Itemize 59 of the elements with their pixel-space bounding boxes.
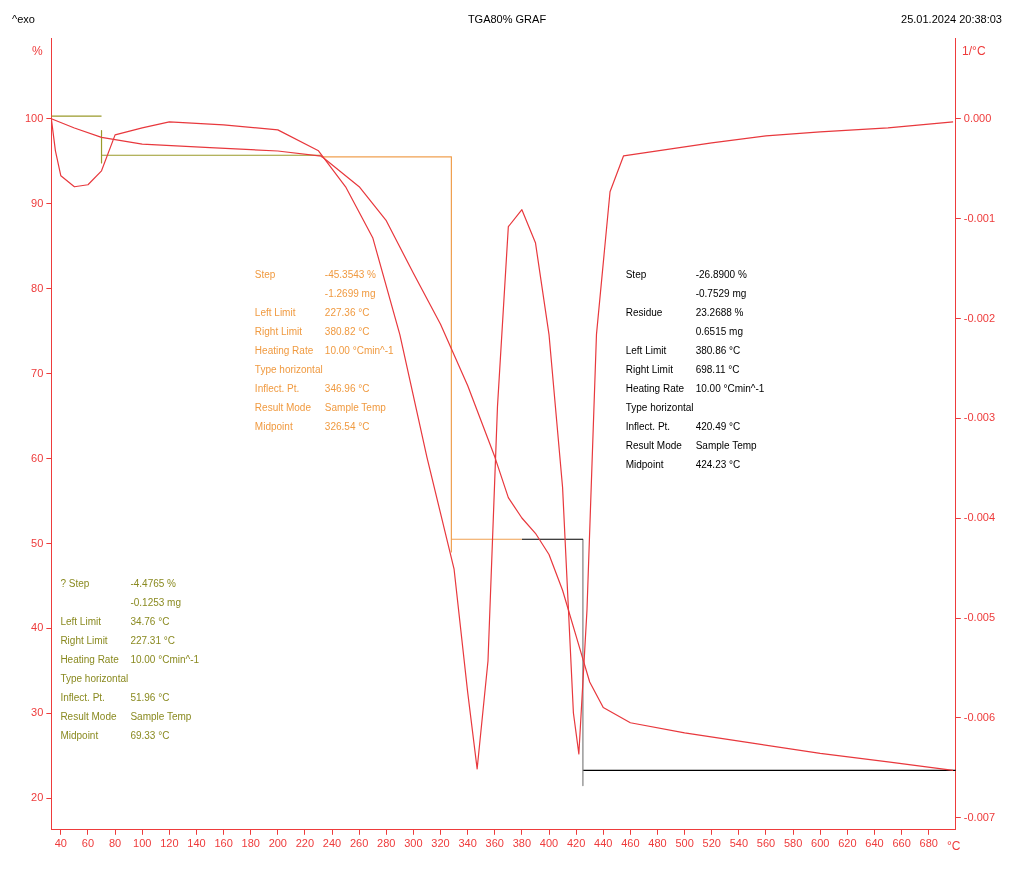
x-tick-label: 480: [648, 837, 667, 850]
y2-tick-label: -0.001: [963, 211, 996, 224]
text: 25.01.2024 20:38:03: [901, 13, 1002, 26]
y-tick-label: 80: [31, 281, 44, 294]
y-tick-label: 50: [31, 536, 44, 549]
x-tick-label: 360: [485, 837, 504, 850]
x-tick-label: 400: [539, 837, 559, 850]
x-tick-label: 460: [621, 837, 640, 850]
y-axis-title: %: [32, 44, 44, 59]
y2-tick-label: -0.003: [963, 411, 996, 424]
x-tick-label: 440: [594, 837, 613, 850]
x-tick-label: 180: [241, 837, 260, 850]
x-tick-label: 640: [865, 837, 884, 850]
x-tick-label: 680: [919, 837, 938, 850]
y-tick-label: 30: [31, 706, 44, 719]
x-tick-label: 540: [729, 837, 749, 850]
text: ^exo: [12, 13, 35, 26]
x-tick-label: 60: [81, 837, 95, 850]
y2-tick-label: 0.000: [963, 111, 992, 124]
x-tick-label: 40: [54, 837, 67, 850]
text: ? Step -4.4765 % -0.1253 mg Left Limit 34.76 °C Right Limit 227.31 °C Heating Rate 10.00 °Cmin^-1 Type horizontal Inflect. Pt. 51.96 °C Result Mode Sample Temp Midpoint 69.33 °C: [60, 578, 200, 742]
x-tick-label: 200: [268, 837, 287, 850]
x-tick-label: 620: [838, 837, 857, 850]
x-tick-label: 80: [108, 837, 122, 850]
y2-tick-label: -0.004: [963, 511, 996, 524]
x-tick-label: 220: [295, 837, 315, 850]
x-tick-label: 660: [892, 837, 911, 850]
x-tick-label: 560: [756, 837, 776, 850]
x-tick-label: 420: [566, 837, 586, 850]
x-tick-label: 600: [811, 837, 830, 850]
x-tick-label: 340: [458, 837, 477, 850]
x-tick-label: 320: [431, 837, 450, 850]
y-tick-label: 20: [31, 791, 44, 804]
x-tick-label: 120: [160, 837, 179, 850]
y-tick-label: 70: [31, 366, 44, 379]
x-tick-label: 260: [349, 837, 369, 850]
x-tick-label: 160: [214, 837, 233, 850]
y2-tick-label: -0.005: [963, 611, 996, 624]
x-tick-label: 100: [133, 837, 152, 850]
x-tick-label: 520: [702, 837, 721, 850]
x-tick-label: 140: [187, 837, 206, 850]
y-tick-label: 40: [31, 621, 44, 634]
x-axis-title: °C: [947, 839, 961, 854]
x-tick-label: 500: [675, 837, 694, 850]
x-tick-label: 300: [404, 837, 423, 850]
y-tick-label: 90: [31, 196, 44, 209]
text: Step -45.3543 % -1.2699 mg Left Limit 227.36 °C Right Limit 380.82 °C Heating Rate 10.00 °Cmin^-1 Type horizontal Inflect. Pt. 346.96 °C Result Mode Sample Temp Midpoint 326.54 °C: [254, 269, 394, 433]
y-tick-label: 100: [24, 111, 44, 124]
x-tick-label: 380: [512, 837, 532, 850]
chart-title: TGA80% GRAF: [467, 13, 547, 26]
y2-axis-title: 1/°C: [962, 44, 986, 59]
x-tick-label: 240: [322, 837, 342, 850]
y2-tick-label: -0.002: [963, 311, 996, 324]
x-tick-label: 280: [377, 837, 396, 850]
y2-tick-label: -0.006: [963, 711, 996, 723]
y2-tick-label: -0.007: [963, 810, 996, 823]
text: Step -26.8900 % -0.7529 mg Residue 23.2688 % 0.6515 mg Left Limit 380.86 °C Right Limit 698.11 °C Heating Rate 10.00 °Cmin^-1 Type horizontal Inflect. Pt. 420.49 °C Result Mode Sample Temp Midpoint 424.23 °C: [625, 269, 765, 471]
y-tick-label: 60: [31, 451, 44, 464]
x-tick-label: 580: [783, 837, 803, 850]
